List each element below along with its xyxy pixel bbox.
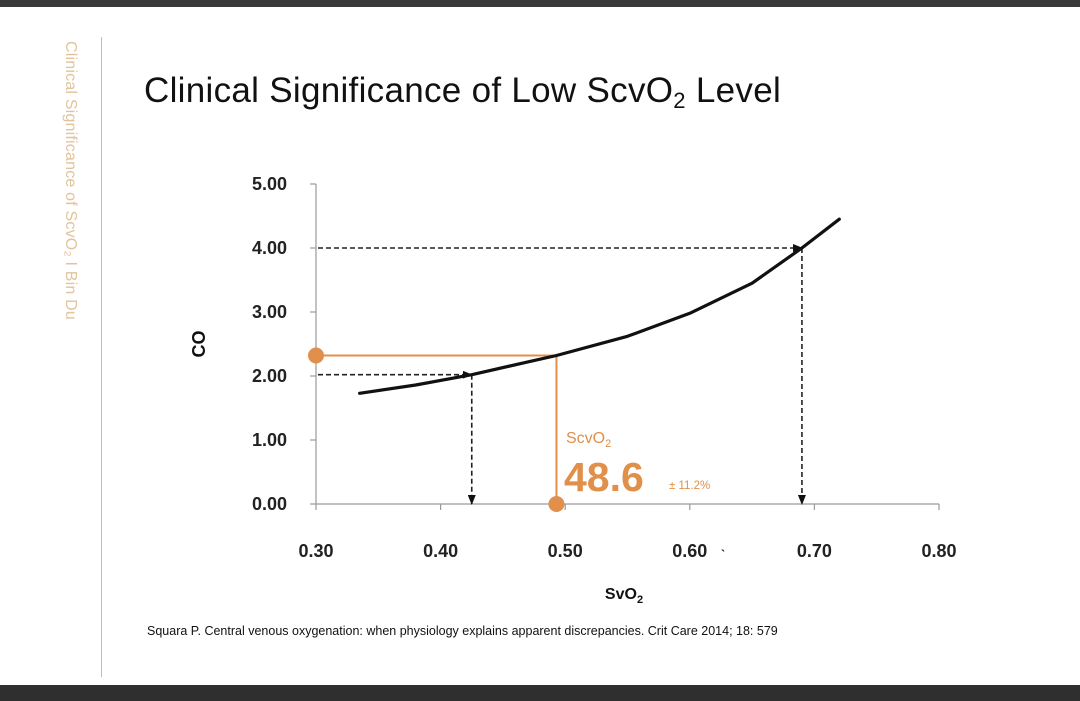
scvo2-marker-y-axis — [308, 347, 324, 364]
annotation-label-sub: 2 — [605, 438, 611, 450]
annotation-range: ± 11.2% — [669, 480, 710, 492]
x-tick-label: 0.80 — [921, 541, 956, 561]
chart: 0.00 1.00 2.00 3.00 4.00 5.00 CO 0.30 0.40 0.50… — [189, 174, 957, 606]
marker-layer — [308, 347, 565, 512]
annotation-label-text: ScvO — [566, 430, 605, 447]
x-axis-label: SvO2 — [605, 586, 643, 606]
slide-title: Clinical Significance of Low ScvO2 Level — [144, 71, 781, 114]
x-tick-label: 0.30 — [298, 541, 333, 561]
title-subscript: 2 — [673, 88, 686, 113]
reference-lines — [316, 244, 806, 505]
x-tick-label: 0.50 — [548, 541, 583, 561]
x-axis: 0.30 0.40 0.50 0.60 0.70 0.80 ˎ SvO2 — [298, 503, 957, 606]
y-tick-label: 1.00 — [252, 430, 287, 450]
y-axis: 0.00 1.00 2.00 3.00 4.00 5.00 CO — [189, 174, 317, 514]
y-axis-label: CO — [189, 331, 209, 358]
y-tick-label: 5.00 — [252, 174, 287, 194]
y-tick-label: 3.00 — [252, 302, 287, 322]
x-tick-label: 0.60 — [672, 541, 707, 561]
curve-layer — [358, 217, 841, 395]
title-tail: Level — [685, 71, 782, 110]
y-tick-label: 0.00 — [252, 494, 287, 514]
scvo2-marker-x-axis — [548, 496, 565, 512]
y-tick-label: 4.00 — [252, 238, 287, 258]
x-tick-label: 0.40 — [423, 541, 458, 561]
x-axis-label-sub: 2 — [637, 594, 643, 606]
stray-tick-mark: ˎ — [721, 536, 726, 552]
citation: Squara P. Central venous oxygenation: wh… — [147, 624, 778, 638]
scvo2-annotation: ScvO2 48.6 ± 11.2% — [564, 430, 710, 500]
annotation-label: ScvO2 — [566, 430, 611, 450]
x-axis-label-text: SvO — [605, 586, 637, 603]
slide: Clinical Significance of ScvO₂ I Bin Du … — [0, 7, 1080, 685]
annotation-value: 48.6 — [564, 454, 644, 500]
side-divider — [101, 37, 102, 677]
x-tick-label: 0.70 — [797, 541, 832, 561]
title-main: Clinical Significance of Low ScvO — [144, 71, 674, 110]
bottom-bar — [0, 685, 1080, 701]
y-tick-label: 2.00 — [252, 366, 287, 386]
series-line — [358, 217, 841, 395]
